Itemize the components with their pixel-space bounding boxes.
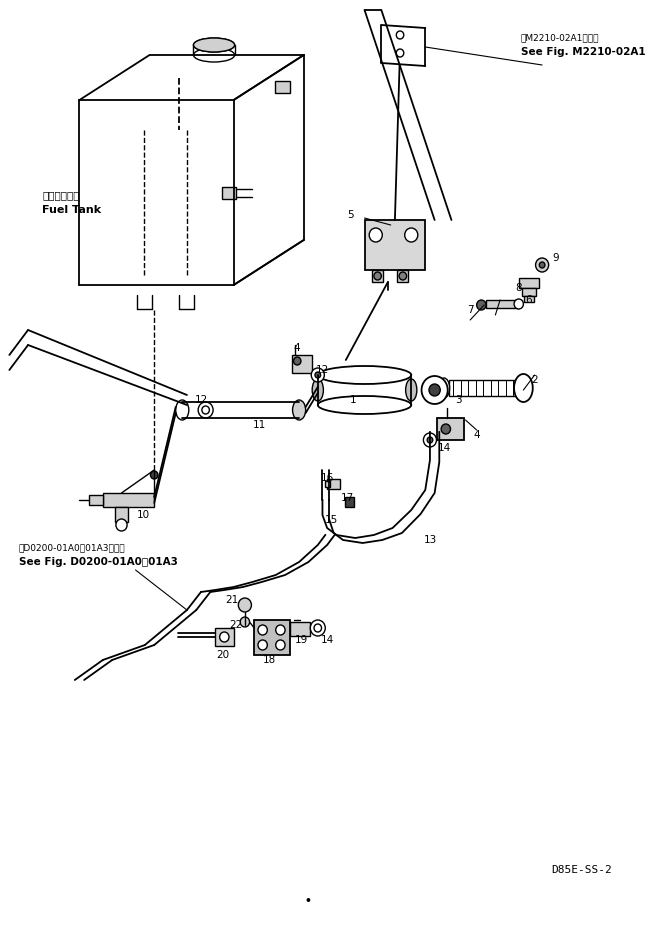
Ellipse shape [193, 48, 234, 62]
Circle shape [314, 624, 322, 632]
Bar [397, 270, 408, 282]
Bar [438, 418, 463, 440]
Bar [449, 380, 524, 396]
Circle shape [399, 272, 406, 280]
Circle shape [276, 640, 285, 650]
Circle shape [258, 640, 267, 650]
Bar [522, 288, 536, 296]
Ellipse shape [193, 38, 234, 52]
Text: 1: 1 [350, 395, 357, 405]
Bar [89, 495, 103, 505]
Text: 14: 14 [438, 443, 451, 453]
Circle shape [374, 272, 381, 280]
Ellipse shape [293, 400, 306, 420]
Circle shape [258, 625, 267, 635]
Circle shape [310, 620, 325, 636]
Ellipse shape [406, 379, 417, 401]
Text: 14: 14 [320, 635, 334, 645]
Circle shape [293, 357, 301, 365]
Text: 18: 18 [263, 655, 276, 665]
Bar [327, 479, 340, 489]
Circle shape [540, 262, 545, 268]
Circle shape [422, 376, 448, 404]
Bar [519, 278, 540, 288]
Bar [325, 481, 330, 487]
Ellipse shape [318, 396, 411, 414]
Bar [115, 507, 128, 522]
Text: 10: 10 [136, 510, 150, 520]
Bar [275, 80, 290, 92]
Text: 2: 2 [532, 375, 538, 385]
Circle shape [240, 617, 250, 627]
Text: Fuel Tank: Fuel Tank [42, 205, 101, 215]
Circle shape [150, 471, 158, 479]
Bar [103, 493, 154, 507]
Bar [222, 186, 236, 199]
Circle shape [116, 519, 127, 531]
Text: See Fig. M2210-02A1: See Fig. M2210-02A1 [520, 47, 645, 57]
Text: 12: 12 [195, 395, 208, 405]
Circle shape [441, 424, 451, 434]
Text: 8: 8 [516, 283, 522, 293]
Circle shape [397, 31, 404, 39]
Text: 17: 17 [341, 493, 354, 503]
Circle shape [276, 625, 285, 635]
Bar [215, 628, 234, 646]
Circle shape [311, 368, 324, 382]
Circle shape [307, 898, 310, 902]
Text: 9: 9 [553, 253, 559, 263]
Circle shape [198, 402, 213, 418]
Ellipse shape [175, 400, 189, 420]
Text: 4: 4 [473, 430, 480, 440]
Bar [254, 620, 290, 655]
Text: 22: 22 [229, 620, 242, 630]
Ellipse shape [438, 378, 449, 398]
Text: 12: 12 [316, 365, 329, 375]
Bar [524, 296, 534, 302]
Text: 7: 7 [467, 305, 473, 315]
Ellipse shape [318, 366, 411, 384]
Text: 6: 6 [525, 295, 532, 305]
Ellipse shape [514, 374, 533, 402]
Text: 3: 3 [455, 395, 461, 405]
Circle shape [477, 300, 486, 310]
Ellipse shape [312, 379, 324, 401]
Circle shape [536, 258, 549, 272]
Circle shape [429, 384, 440, 396]
Text: 13: 13 [423, 535, 436, 545]
Text: D85E-SS-2: D85E-SS-2 [551, 865, 612, 875]
Circle shape [397, 49, 404, 57]
Bar [486, 300, 519, 308]
Text: 21: 21 [225, 595, 238, 605]
Bar [345, 497, 354, 507]
Circle shape [427, 437, 433, 443]
Bar [290, 622, 310, 636]
Circle shape [238, 598, 252, 612]
Text: 16: 16 [320, 473, 334, 483]
Text: フェルタンク: フェルタンク [42, 190, 79, 200]
Text: 15: 15 [325, 515, 338, 525]
Text: See Fig. D0200-01A0～01A3: See Fig. D0200-01A0～01A3 [19, 557, 177, 567]
Text: 4: 4 [294, 343, 301, 353]
Text: 5: 5 [347, 210, 354, 220]
Ellipse shape [514, 299, 524, 309]
Bar [372, 270, 383, 282]
Text: 第M2210-02A1図参照: 第M2210-02A1図参照 [520, 34, 599, 43]
Circle shape [369, 228, 382, 242]
Bar [365, 220, 425, 270]
Circle shape [315, 372, 320, 378]
Text: 第D0200-01A0～01A3図参照: 第D0200-01A0～01A3図参照 [19, 543, 125, 553]
Text: 19: 19 [295, 635, 308, 645]
Circle shape [220, 632, 229, 642]
Text: 20: 20 [216, 650, 229, 660]
Ellipse shape [193, 38, 234, 52]
Circle shape [202, 406, 209, 414]
Circle shape [424, 433, 436, 447]
Text: 11: 11 [253, 420, 267, 430]
Bar [292, 355, 312, 373]
Circle shape [404, 228, 418, 242]
